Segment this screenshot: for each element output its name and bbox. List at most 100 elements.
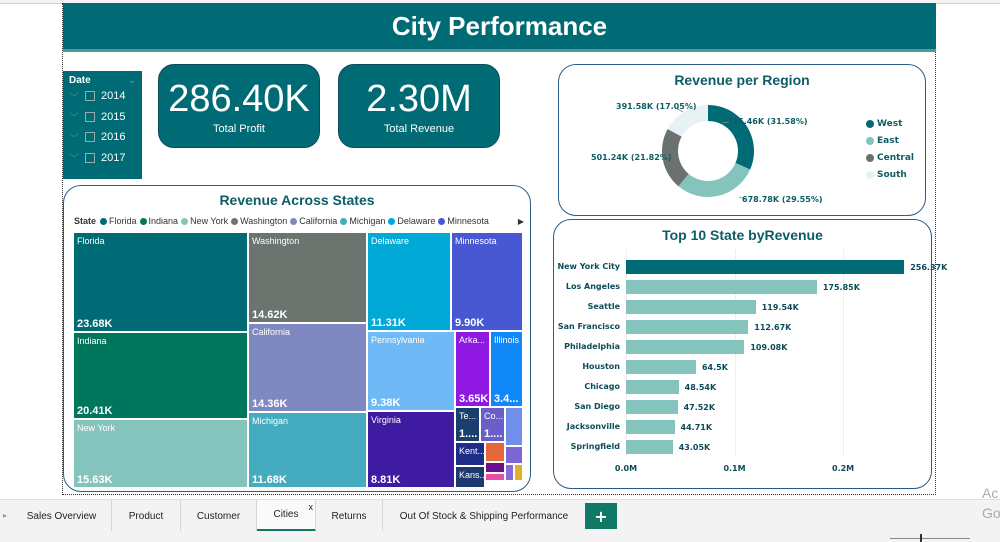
legend-next-icon[interactable]: ▶ — [517, 216, 524, 226]
kpi-total-profit[interactable]: 286.40K Total Profit — [158, 64, 320, 148]
zoom-slider-thumb[interactable] — [920, 534, 922, 542]
treemap-tile-florida[interactable]: Florida 23.68K — [73, 232, 248, 332]
tab-sales-overview[interactable]: Sales Overview — [12, 500, 112, 532]
treemap-tile[interactable] — [514, 464, 523, 481]
expand-icon[interactable]: ﹀ — [69, 113, 79, 125]
legend-item-delaware[interactable]: Delaware — [388, 216, 435, 226]
page-title: City Performance — [391, 10, 608, 41]
treemap-tile-arka[interactable]: Arka... 3.65K — [455, 331, 490, 407]
tab-out-of-stock-shipping[interactable]: Out Of Stock & Shipping Performance — [383, 500, 585, 532]
slicer-item-2014[interactable]: ﹀ 2014 — [69, 86, 136, 107]
close-icon[interactable]: x — [308, 502, 314, 512]
revenue-per-region-card[interactable]: Revenue per Region 725.46K (31.58%) 678.… — [558, 64, 926, 216]
bar-category-label: Jacksonville — [566, 422, 620, 431]
legend-item-central[interactable]: Central — [866, 149, 914, 166]
chevron-down-icon[interactable]: ⌄ — [128, 75, 136, 85]
bar-san-francisco[interactable] — [626, 320, 749, 334]
treemap-tile[interactable] — [505, 464, 514, 481]
checkbox[interactable] — [85, 91, 95, 102]
treemap-tile-pennsylvania[interactable]: Pennsylvania 9.38K — [367, 331, 455, 411]
tile-value: 23.68K — [77, 318, 113, 330]
legend-item-california[interactable]: California — [290, 216, 337, 226]
bar-san-diego[interactable] — [626, 400, 678, 414]
legend-item-south[interactable]: South — [866, 166, 914, 183]
legend-item-new-york[interactable]: New York — [181, 216, 228, 226]
bar-category-label: San Francisco — [557, 322, 620, 331]
treemap-tile-co[interactable]: Co... 1.... — [480, 407, 505, 442]
legend-dot — [100, 217, 108, 225]
checkbox[interactable] — [85, 111, 95, 122]
donut-slice-west[interactable] — [708, 105, 754, 170]
legend-item-washington[interactable]: Washington — [231, 216, 287, 226]
bar-los-angeles[interactable] — [626, 280, 817, 294]
donut-slice-east[interactable] — [678, 163, 751, 198]
expand-icon[interactable]: ﹀ — [69, 154, 79, 166]
slicer-item-2015[interactable]: ﹀ 2015 — [69, 107, 136, 128]
treemap-tile[interactable] — [485, 473, 505, 481]
legend-dot — [181, 217, 189, 225]
slicer-header: Date ⌄ — [69, 75, 136, 86]
data-label-east: 678.78K (29.55%) — [742, 195, 823, 204]
bar-springfield[interactable] — [626, 440, 673, 454]
tile-value: 14.36K — [252, 398, 288, 410]
tab-label: Customer — [196, 510, 241, 522]
legend-label: Delaware — [397, 216, 436, 226]
legend-item-minnesota[interactable]: Minnesota — [438, 216, 489, 226]
expand-icon[interactable]: ﹀ — [69, 133, 79, 145]
bar-houston[interactable] — [626, 360, 696, 374]
checkbox[interactable] — [85, 132, 95, 143]
legend-item-indiana[interactable]: Indiana — [139, 216, 178, 226]
legend-item-michigan[interactable]: Michigan — [340, 216, 385, 226]
treemap-tile-illinois[interactable]: Illinois 3.4... — [490, 331, 523, 407]
treemap-tile[interactable] — [505, 446, 523, 464]
slicer-item-2016[interactable]: ﹀ 2016 — [69, 127, 136, 148]
data-label-south: 391.58K (17.05%) — [616, 102, 697, 111]
treemap-tile-indiana[interactable]: Indiana 20.41K — [73, 332, 248, 419]
treemap-tile-kans[interactable]: Kans... — [455, 466, 485, 488]
treemap-tile[interactable] — [505, 407, 523, 446]
slicer-item-2017[interactable]: ﹀ 2017 — [69, 148, 136, 169]
bar-new-york-city[interactable] — [626, 260, 905, 274]
tab-cities[interactable]: Cities x — [257, 500, 316, 532]
top-10-state-by-revenue-card[interactable]: Top 10 State byRevenue 0.0M 0.1M 0.2M New Y… — [553, 219, 947, 490]
expand-icon[interactable]: ﹀ — [69, 92, 79, 104]
tab-scroll-icon[interactable]: ▸ — [3, 511, 8, 520]
tab-product[interactable]: Product — [112, 500, 181, 532]
legend-item-florida[interactable]: Florida — [100, 216, 137, 226]
tab-customer[interactable]: Customer — [181, 500, 257, 532]
legend-item-west[interactable]: West — [866, 115, 914, 132]
bar-chicago[interactable] — [626, 380, 679, 394]
bar-jacksonville[interactable] — [626, 420, 675, 434]
add-page-button[interactable]: + — [585, 503, 617, 529]
tile-name: Washington — [252, 236, 300, 246]
treemap-tile-washington[interactable]: Washington 14.62K — [248, 232, 367, 323]
zoom-slider[interactable] — [890, 538, 970, 539]
treemap-tile[interactable] — [485, 462, 505, 473]
kpi-total-revenue[interactable]: 2.30M Total Revenue — [338, 64, 500, 148]
treemap-tile-te[interactable]: Te... 1.... — [455, 407, 480, 442]
treemap-tile-kent[interactable]: Kent... — [455, 442, 485, 466]
checkbox[interactable] — [85, 152, 95, 163]
tab-label: Product — [128, 510, 164, 522]
treemap-tile[interactable] — [485, 442, 505, 462]
bar-chart: 0.0M 0.1M 0.2M New York City 256.37K Los Ange… — [554, 220, 947, 490]
donut-slice-central[interactable] — [662, 128, 689, 187]
donut-slice-south[interactable] — [667, 105, 708, 137]
activation-watermark: Ac Go — [982, 483, 1000, 523]
tile-value: 14.62K — [252, 309, 288, 321]
bar-seattle[interactable] — [626, 300, 756, 314]
treemap-tile-michigan[interactable]: Michigan 11.68K — [248, 412, 367, 488]
treemap-tile-minnesota[interactable]: Minnesota 9.90K — [451, 232, 523, 331]
tile-value: 11.31K — [371, 317, 406, 329]
bar-data-label: 109.08K — [750, 343, 788, 352]
bar-philadelphia[interactable] — [626, 340, 745, 354]
bar-data-label: 119.54K — [761, 303, 799, 312]
bar-category-label: Philadelphia — [564, 342, 620, 351]
tab-returns[interactable]: Returns — [316, 500, 383, 532]
treemap-tile-new-york[interactable]: New York 15.63K — [73, 419, 248, 488]
legend-item-east[interactable]: East — [866, 132, 914, 149]
treemap-tile-virginia[interactable]: Virginia 8.81K — [367, 411, 455, 488]
revenue-across-states-card[interactable]: Revenue Across States State Florida India… — [63, 185, 531, 492]
treemap-tile-delaware[interactable]: Delaware 11.31K — [367, 232, 451, 331]
treemap-tile-california[interactable]: California 14.36K — [248, 323, 367, 412]
